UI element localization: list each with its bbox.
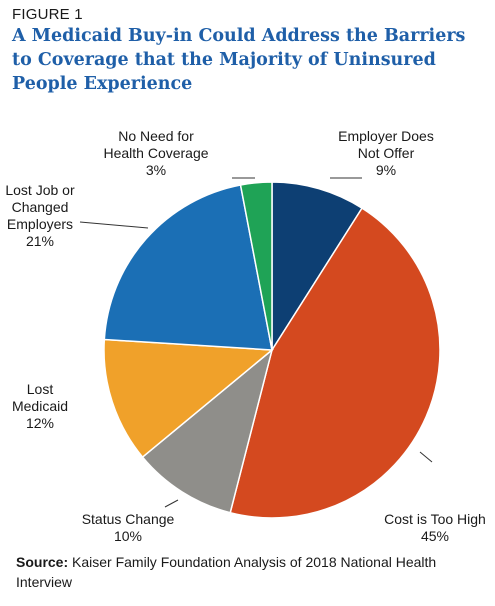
pie-slice-lost-medicaid <box>103 338 274 459</box>
slice-label-line: Health Coverage <box>103 145 208 161</box>
pie-slice-employer-does-not-offer <box>271 181 364 353</box>
slice-label-line: Medicaid <box>12 398 68 414</box>
slice-value: 3% <box>146 162 166 178</box>
slice-label-line: Changed <box>12 199 69 215</box>
slice-label-lost-job-or-changed-employers: Lost Job or Changed Employers 21% <box>5 182 75 249</box>
pie-chart: Employer Does Not Offer 9% Cost is Too High… <box>5 128 485 544</box>
pie-slice-lost-job-or-changed-employers <box>103 184 273 351</box>
pie-slice-status-change <box>141 347 274 514</box>
slice-label-line: Lost <box>27 381 54 397</box>
slice-value: 12% <box>26 415 54 431</box>
slice-label-line: Status Change <box>82 511 175 527</box>
source-text: Kaiser Family Foundation Analysis of 201… <box>16 554 437 590</box>
slice-label-line: No Need for <box>118 128 194 144</box>
slice-label-no-need-for-health-coverage: No Need for Health Coverage 3% <box>103 128 208 178</box>
slice-label-cost-is-too-high: Cost is Too High 45% <box>384 511 486 544</box>
leader-line-lost-job-or-changed-employers <box>79 221 149 229</box>
pie-slices <box>103 181 441 519</box>
slice-labels: Employer Does Not Offer 9% Cost is Too High… <box>5 128 485 544</box>
slice-label-lost-medicaid: Lost Medicaid 12% <box>12 381 68 431</box>
leader-line-cost-is-too-high <box>419 451 433 463</box>
pie-slice-cost-is-too-high <box>229 207 441 519</box>
source-note: Source: Kaiser Family Foundation Analysi… <box>16 552 486 592</box>
slice-value: 21% <box>26 233 54 249</box>
slice-label-line: Employers <box>7 216 73 232</box>
figure-label: FIGURE 1 <box>12 6 83 23</box>
slice-value: 45% <box>421 528 449 544</box>
leader-line-status-change <box>164 499 179 508</box>
source-label: Source: <box>16 554 69 570</box>
slice-label-line: Employer Does <box>338 128 434 144</box>
pie-slice-no-need-for-health-coverage <box>239 181 273 351</box>
slice-label-line: Cost is Too High <box>384 511 486 527</box>
slice-value: 10% <box>114 528 142 544</box>
slice-label-employer-does-not-offer: Employer Does Not Offer 9% <box>338 128 434 178</box>
slice-label-line: Not Offer <box>358 145 415 161</box>
chart-title: A Medicaid Buy-in Could Address the Barr… <box>12 26 466 94</box>
slice-label-line: Lost Job or <box>5 182 75 198</box>
slice-value: 9% <box>376 162 396 178</box>
slice-label-status-change: Status Change 10% <box>82 511 175 544</box>
leader-lines <box>79 177 433 508</box>
